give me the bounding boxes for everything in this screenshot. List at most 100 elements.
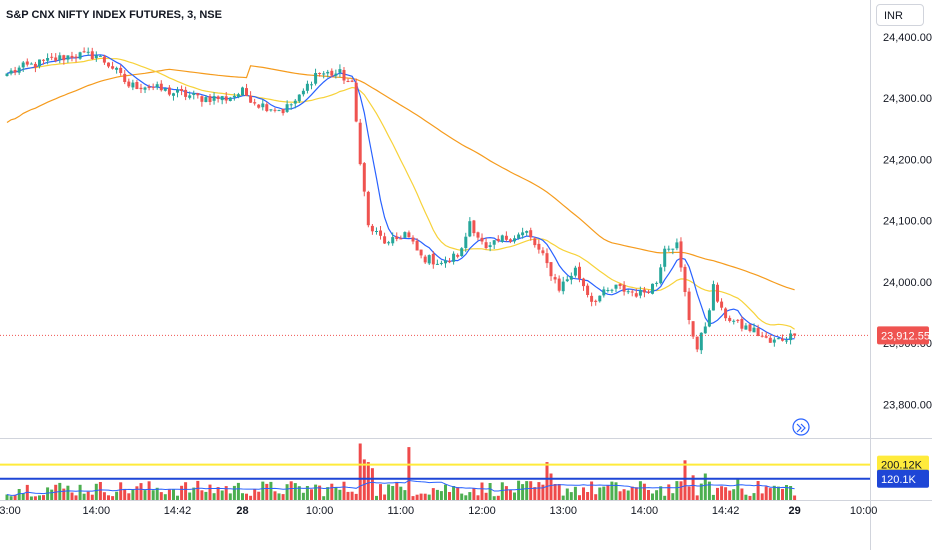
candle-body bbox=[545, 253, 549, 264]
currency-selector[interactable]: INR bbox=[876, 4, 924, 26]
candle-body bbox=[618, 283, 622, 286]
candle-body bbox=[21, 62, 25, 68]
scroll-to-realtime-button[interactable] bbox=[792, 418, 810, 436]
volume-bar bbox=[86, 491, 90, 500]
volume-bar bbox=[139, 483, 143, 500]
candle-body bbox=[285, 104, 289, 112]
volume-bar bbox=[98, 482, 102, 500]
volume-bar bbox=[358, 443, 362, 500]
candle-body bbox=[119, 67, 123, 73]
candle-body bbox=[151, 86, 155, 88]
candle-body bbox=[622, 284, 626, 292]
volume-bar bbox=[468, 492, 472, 500]
volume-bar bbox=[395, 481, 399, 500]
candle-body bbox=[675, 242, 679, 249]
volume-bar bbox=[602, 486, 606, 500]
candle-body bbox=[228, 97, 232, 101]
candle-body bbox=[456, 254, 460, 257]
candle-body bbox=[362, 163, 366, 192]
volume-bar bbox=[578, 495, 581, 500]
volume-bar bbox=[277, 493, 281, 500]
volume-bar bbox=[582, 487, 585, 500]
candle-body bbox=[127, 81, 131, 87]
candle-body bbox=[557, 278, 561, 291]
volume-bar bbox=[131, 489, 135, 500]
volume-pane bbox=[0, 443, 870, 500]
candle-body bbox=[180, 89, 184, 91]
candle-body bbox=[277, 110, 281, 112]
price-badges: 23,912.55 200.12K 120.1K bbox=[877, 326, 930, 488]
candle-body bbox=[614, 284, 618, 289]
candle-body bbox=[70, 55, 74, 58]
volume-bar bbox=[297, 486, 301, 500]
candle-body bbox=[452, 253, 456, 262]
candle-body bbox=[748, 324, 752, 332]
volume-bar bbox=[273, 491, 277, 500]
volume-bar bbox=[622, 489, 626, 500]
volume-bar bbox=[785, 485, 788, 500]
volume-bar bbox=[557, 484, 561, 500]
volume-bar bbox=[200, 490, 204, 500]
volume-bar bbox=[172, 489, 175, 500]
volume-bar bbox=[21, 493, 25, 500]
volume-bar bbox=[423, 493, 427, 500]
candle-body bbox=[216, 96, 220, 99]
candle-body bbox=[444, 260, 447, 264]
candle-body bbox=[314, 73, 318, 84]
candle-body bbox=[517, 234, 521, 239]
volume-bar bbox=[38, 495, 41, 500]
volume-bar bbox=[411, 496, 415, 500]
volume-bar bbox=[716, 487, 719, 500]
candle-body bbox=[598, 295, 602, 302]
volume-bar bbox=[249, 495, 253, 500]
volume-bar bbox=[17, 489, 21, 500]
volume-bar bbox=[492, 496, 496, 500]
candle-body bbox=[167, 87, 171, 95]
candle-body bbox=[667, 248, 671, 250]
candle-body bbox=[785, 340, 788, 342]
candle-body bbox=[297, 94, 301, 102]
candle-body bbox=[687, 291, 691, 320]
candle-body bbox=[196, 93, 200, 96]
volume-bar bbox=[663, 495, 667, 500]
candle-body bbox=[123, 73, 127, 82]
volume-bar bbox=[793, 495, 797, 500]
volume-bar bbox=[472, 488, 476, 500]
volume-bar bbox=[379, 484, 382, 500]
candle-body bbox=[679, 241, 683, 268]
candle-body bbox=[115, 67, 119, 70]
candle-body bbox=[25, 61, 29, 65]
candle-body bbox=[659, 267, 663, 284]
candle-body bbox=[407, 232, 411, 238]
volume-bar bbox=[431, 488, 435, 500]
candle-body bbox=[305, 83, 309, 91]
volume-bar bbox=[102, 492, 106, 500]
candle-body bbox=[736, 319, 740, 321]
candle-body bbox=[569, 275, 573, 280]
volume-bar bbox=[521, 484, 525, 500]
volume-bar bbox=[167, 489, 171, 500]
volume-bar bbox=[484, 492, 488, 500]
candle-body bbox=[793, 333, 797, 336]
candle-body bbox=[90, 51, 94, 59]
volume-bar bbox=[232, 485, 236, 500]
x-tick-label: 13:00 bbox=[549, 505, 577, 517]
go-to-realtime-icon bbox=[792, 418, 810, 436]
candle-body bbox=[529, 230, 533, 238]
candle-body bbox=[102, 56, 106, 63]
candle-body bbox=[163, 88, 167, 91]
volume-bar bbox=[610, 481, 614, 500]
candle-body bbox=[606, 290, 610, 291]
candle-body bbox=[772, 339, 776, 343]
candle-body bbox=[513, 238, 516, 242]
candle-body bbox=[472, 220, 476, 234]
candle-body bbox=[647, 291, 650, 293]
volume-bar bbox=[764, 486, 768, 500]
volume-bar bbox=[261, 481, 265, 500]
candle-body bbox=[135, 82, 139, 89]
candle-body bbox=[78, 52, 82, 59]
volume-bar bbox=[671, 493, 675, 500]
candle-body bbox=[484, 242, 488, 248]
volume-bar bbox=[683, 460, 687, 500]
